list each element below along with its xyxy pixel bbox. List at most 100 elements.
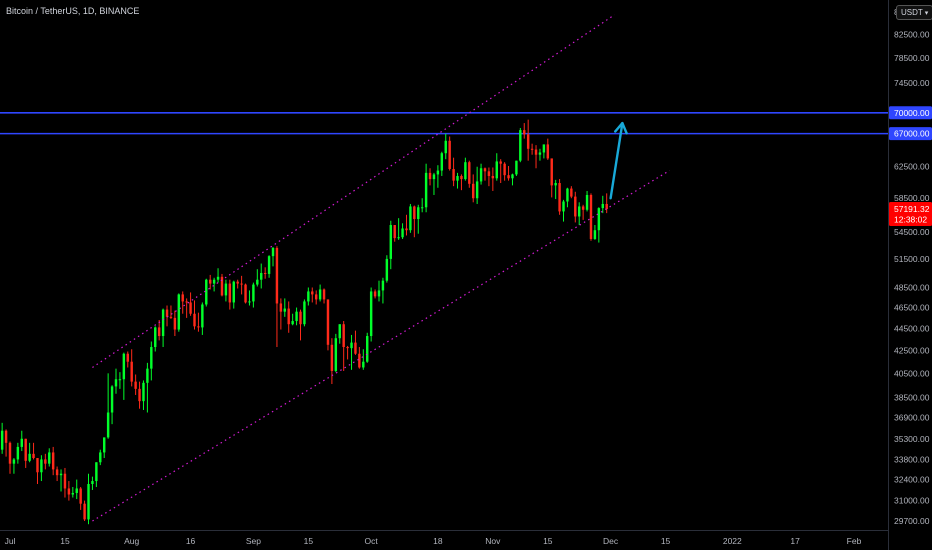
- candle-body: [40, 459, 43, 473]
- candle-body: [205, 279, 208, 305]
- current-price-tag: [889, 202, 932, 227]
- candle-body: [216, 276, 220, 280]
- price-axis: 86500.0082500.0078500.0074500.0070500.00…: [888, 0, 932, 550]
- candle-body: [8, 442, 12, 464]
- candle-body: [118, 379, 122, 381]
- price-tick-label: 32400.00: [894, 475, 930, 485]
- candle-body: [110, 386, 114, 413]
- level-price-tag-label: 70000.00: [894, 108, 930, 118]
- price-tick-label: 44500.00: [894, 323, 930, 333]
- time-axis: Jul 15 Aug 16 Sep 15 Oct 18 Nov 15 Dec 15 2022 17 Feb: [0, 530, 888, 550]
- candle-body: [208, 279, 212, 284]
- candle-body: [271, 247, 275, 257]
- level-price-tag: [889, 106, 932, 120]
- candle-body: [385, 258, 389, 281]
- candle-body: [381, 280, 385, 291]
- candle-body: [389, 225, 392, 259]
- candle-body: [314, 294, 318, 300]
- candle-body: [71, 492, 75, 495]
- candle-body: [36, 458, 39, 473]
- candle-body: [503, 163, 506, 176]
- price-tick-label: 78500.00: [894, 53, 930, 63]
- candle-body: [452, 169, 455, 181]
- candle-body: [157, 327, 161, 337]
- candle-body: [338, 324, 341, 339]
- candle-body: [232, 281, 235, 303]
- candle-body: [185, 301, 188, 303]
- candle-body: [436, 170, 440, 175]
- candle-body: [448, 140, 451, 170]
- time-tick-label: Aug: [124, 536, 139, 546]
- candle-body: [181, 294, 184, 302]
- candle-body: [542, 144, 546, 153]
- countdown-label: 12:38:02: [894, 215, 927, 225]
- candle-body: [87, 483, 90, 520]
- candle-body: [601, 203, 604, 209]
- price-axis-background: [888, 0, 932, 550]
- candle-body: [146, 368, 149, 383]
- candle-body: [350, 342, 353, 349]
- price-tick-label: 42500.00: [894, 345, 930, 355]
- chevron-down-icon: ▾: [924, 10, 929, 17]
- candle-body: [409, 206, 412, 231]
- currency-dropdown[interactable]: USDT ▾: [896, 5, 932, 20]
- candle-body: [256, 279, 259, 285]
- candle-body: [377, 290, 381, 297]
- candle-body: [28, 453, 31, 461]
- candle-body: [165, 309, 169, 317]
- candle-body: [393, 225, 396, 239]
- time-tick-label: Sep: [246, 536, 261, 546]
- candle-body: [405, 228, 408, 231]
- candle-body: [267, 256, 271, 274]
- candle-body: [197, 326, 200, 328]
- price-tick-label: 48500.00: [894, 282, 930, 292]
- candle-body: [585, 194, 589, 210]
- price-tick-label: 38500.00: [894, 392, 930, 402]
- candle-body: [369, 291, 373, 337]
- currency-label: USDT: [901, 8, 923, 17]
- candle-body: [530, 148, 534, 150]
- candle-body: [126, 353, 129, 362]
- candle-body: [330, 344, 334, 371]
- symbol-title[interactable]: Bitcoin / TetherUS, 1D, BINANCE: [6, 6, 140, 16]
- candle-body: [440, 153, 444, 171]
- price-tick-label: 33800.00: [894, 454, 930, 464]
- candle-body: [55, 469, 59, 476]
- candle-body: [487, 171, 491, 176]
- candle-body: [12, 459, 16, 464]
- candle-body: [499, 161, 502, 164]
- candle-body: [24, 438, 27, 461]
- candle-body: [420, 207, 424, 209]
- candle-body: [252, 284, 255, 302]
- candle-body: [491, 175, 495, 179]
- price-tick-label: 35300.00: [894, 434, 930, 444]
- candle-body: [558, 183, 561, 212]
- candle-body: [495, 161, 498, 179]
- price-tick-label: 31000.00: [894, 496, 930, 506]
- candle-body: [562, 201, 565, 212]
- candle-body: [311, 291, 314, 295]
- candle-body: [0, 430, 4, 450]
- time-tick-label: 18: [433, 536, 443, 546]
- candle-body: [150, 347, 153, 369]
- candle-body: [479, 168, 483, 182]
- candle-body: [224, 283, 228, 296]
- candle-body: [48, 452, 51, 464]
- candle-body: [240, 283, 243, 285]
- candle-body: [566, 188, 569, 202]
- candle-body: [546, 144, 550, 159]
- time-tick-label: Feb: [847, 536, 862, 546]
- candle-body: [456, 175, 459, 181]
- candle-body: [263, 272, 267, 274]
- candle-body: [201, 304, 204, 328]
- candle-body: [511, 174, 514, 179]
- projection-arrow-head: [614, 121, 628, 135]
- candle-body: [417, 207, 420, 220]
- candle-body: [468, 162, 471, 184]
- candle-body: [366, 336, 369, 362]
- candle-body: [519, 130, 522, 161]
- candle-body: [550, 158, 553, 186]
- candle-body: [169, 316, 173, 318]
